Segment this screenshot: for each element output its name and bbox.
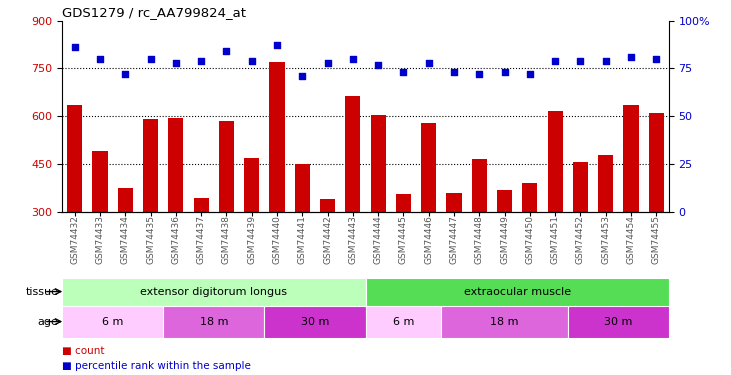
Bar	[447, 193, 461, 212]
Point	[398, 69, 409, 75]
Text: ■ count: ■ count	[62, 346, 105, 355]
Text: GSM74455: GSM74455	[652, 215, 661, 264]
Point	[524, 71, 536, 77]
Text: GSM74432: GSM74432	[70, 215, 79, 264]
Text: extensor digitorum longus: extensor digitorum longus	[140, 286, 287, 297]
Text: ■ percentile rank within the sample: ■ percentile rank within the sample	[62, 361, 251, 370]
Point	[448, 69, 460, 75]
Bar	[442, 306, 568, 338]
Text: GSM74440: GSM74440	[273, 215, 281, 264]
Text: GSM74454: GSM74454	[626, 215, 635, 264]
Bar	[244, 158, 260, 212]
Bar	[345, 96, 360, 212]
Text: GSM74436: GSM74436	[171, 215, 181, 264]
Point	[625, 54, 637, 60]
Text: GSM74437: GSM74437	[197, 215, 205, 264]
Point	[347, 56, 359, 62]
Text: GSM74434: GSM74434	[121, 215, 130, 264]
Text: age: age	[37, 316, 58, 327]
Point	[600, 58, 612, 64]
Text: GSM74449: GSM74449	[500, 215, 509, 264]
Bar	[624, 105, 638, 212]
Text: 18 m: 18 m	[200, 316, 228, 327]
Text: GSM74444: GSM74444	[374, 215, 382, 264]
Bar	[548, 111, 563, 212]
Bar	[568, 306, 669, 338]
Bar	[118, 188, 133, 212]
Bar	[270, 62, 284, 212]
Text: GSM74435: GSM74435	[146, 215, 155, 264]
Point	[94, 56, 106, 62]
Point	[575, 58, 586, 64]
Bar	[497, 190, 512, 212]
Bar	[421, 123, 436, 212]
Text: GSM74442: GSM74442	[323, 215, 332, 264]
Text: 30 m: 30 m	[300, 316, 329, 327]
Point	[549, 58, 561, 64]
Bar	[62, 306, 163, 338]
Point	[170, 60, 182, 66]
Bar	[163, 306, 265, 338]
Bar	[395, 194, 411, 212]
Text: GSM74450: GSM74450	[526, 215, 534, 264]
Point	[246, 58, 257, 64]
Point	[69, 44, 80, 50]
Point	[372, 62, 384, 68]
Text: GDS1279 / rc_AA799824_at: GDS1279 / rc_AA799824_at	[62, 6, 246, 20]
Text: 30 m: 30 m	[604, 316, 632, 327]
Bar	[265, 306, 366, 338]
Point	[499, 69, 510, 75]
Bar	[219, 121, 234, 212]
Point	[195, 58, 207, 64]
Text: 6 m: 6 m	[393, 316, 414, 327]
Text: GSM74438: GSM74438	[222, 215, 231, 264]
Bar	[92, 151, 107, 212]
Text: GSM74447: GSM74447	[450, 215, 458, 264]
Point	[474, 71, 485, 77]
Text: 18 m: 18 m	[491, 316, 519, 327]
Text: GSM74453: GSM74453	[601, 215, 610, 264]
Text: GSM74445: GSM74445	[399, 215, 408, 264]
Text: GSM74448: GSM74448	[474, 215, 484, 264]
Bar	[366, 278, 669, 306]
Point	[271, 42, 283, 48]
Bar	[168, 118, 183, 212]
Bar	[371, 115, 386, 212]
Text: GSM74452: GSM74452	[576, 215, 585, 264]
Bar	[471, 159, 487, 212]
Text: GSM74451: GSM74451	[550, 215, 560, 264]
Text: GSM74439: GSM74439	[247, 215, 257, 264]
Point	[322, 60, 333, 66]
Bar	[320, 199, 335, 212]
Text: tissue: tissue	[26, 286, 58, 297]
Bar	[573, 162, 588, 212]
Bar	[295, 164, 310, 212]
Text: 6 m: 6 m	[102, 316, 124, 327]
Text: GSM74443: GSM74443	[349, 215, 357, 264]
Bar	[67, 105, 83, 212]
Text: extraocular muscle: extraocular muscle	[463, 286, 571, 297]
Text: GSM74433: GSM74433	[96, 215, 105, 264]
Bar	[143, 119, 158, 212]
Text: GSM74446: GSM74446	[424, 215, 433, 264]
Bar	[366, 306, 442, 338]
Bar	[598, 154, 613, 212]
Point	[651, 56, 662, 62]
Point	[297, 73, 308, 79]
Bar	[648, 113, 664, 212]
Bar	[194, 198, 209, 212]
Point	[423, 60, 434, 66]
Text: GSM74441: GSM74441	[298, 215, 307, 264]
Bar	[522, 183, 537, 212]
Point	[119, 71, 131, 77]
Bar	[62, 278, 366, 306]
Point	[221, 48, 232, 54]
Point	[145, 56, 156, 62]
